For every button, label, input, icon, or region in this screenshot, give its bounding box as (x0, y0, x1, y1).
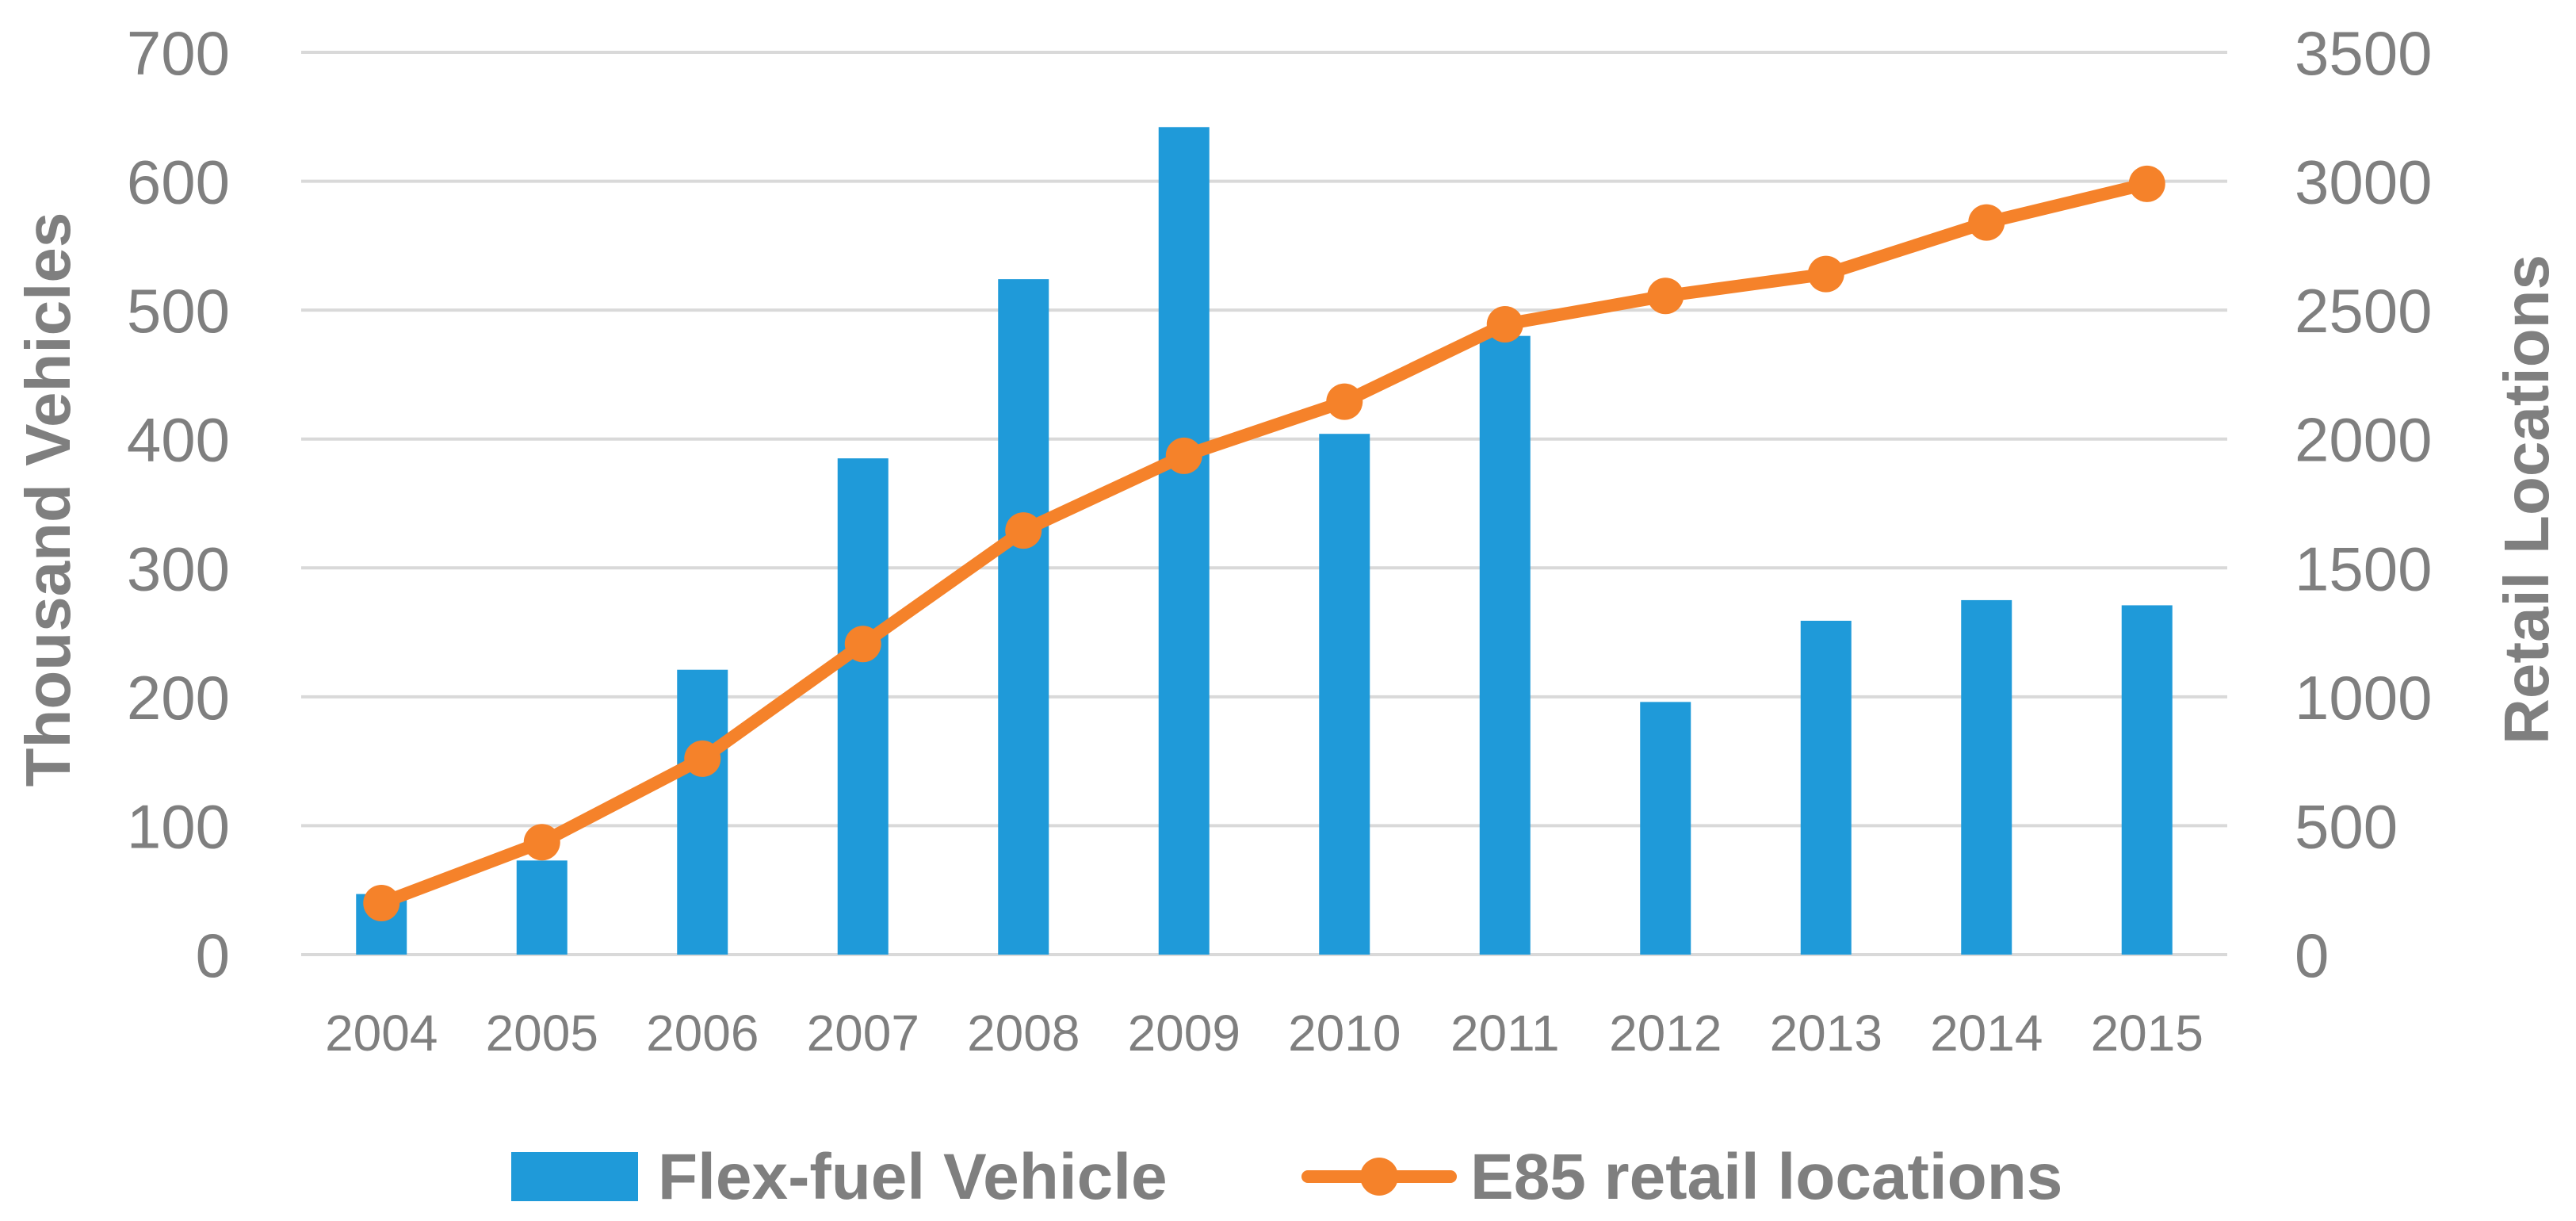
left-y-tick-label: 400 (127, 405, 230, 475)
right-y-tick-label: 3500 (2295, 18, 2433, 88)
right-y-tick-label: 2000 (2295, 405, 2433, 475)
right-axis-title: Retail Locations (2491, 255, 2562, 744)
legend-bar-label: Flex-fuel Vehicle (658, 1141, 1168, 1213)
x-tick-label: 2015 (2091, 1005, 2203, 1062)
left-y-tick-label: 600 (127, 147, 230, 217)
line-point (2128, 165, 2165, 202)
right-y-tick-label: 2500 (2295, 276, 2433, 346)
line-point (1968, 204, 2005, 241)
right-y-tick-label: 3000 (2295, 147, 2433, 217)
legend-line-label: E85 retail locations (1470, 1141, 2062, 1213)
x-tick-label: 2008 (967, 1005, 1080, 1062)
x-tick-label: 2005 (486, 1005, 598, 1062)
line-point (1647, 278, 1684, 315)
x-tick-label: 2009 (1128, 1005, 1240, 1062)
x-tick-label: 2011 (1450, 1005, 1560, 1062)
x-tick-label: 2004 (325, 1005, 438, 1062)
x-tick-label: 2007 (807, 1005, 919, 1062)
x-tick-label: 2013 (1770, 1005, 1882, 1062)
line-point (1005, 512, 1042, 549)
x-axis-ticks: 2004 2005 2006 2007 2008 2009 2010 2011 2012 2013… (325, 1005, 2203, 1062)
line-point (1486, 306, 1523, 343)
right-y-tick-label: 1500 (2295, 534, 2433, 603)
bar (1158, 127, 1210, 955)
right-y-tick-label: 500 (2295, 791, 2398, 861)
bar (677, 669, 728, 955)
line-point (844, 626, 881, 663)
bar (516, 860, 568, 955)
x-tick-label: 2006 (646, 1005, 759, 1062)
bar (1319, 434, 1370, 955)
right-y-tick-label: 0 (2295, 921, 2329, 990)
bar (1640, 702, 1691, 955)
left-y-tick-label: 0 (196, 921, 230, 990)
left-y-tick-label: 300 (127, 534, 230, 603)
right-axis-ticks: 0 500 1000 1500 2000 2500 3000 3500 (2295, 18, 2433, 990)
gridlines (301, 51, 2227, 956)
bar (1479, 335, 1531, 955)
line-series (363, 165, 2165, 921)
left-y-tick-label: 700 (127, 18, 230, 88)
bar (837, 458, 889, 955)
x-tick-label: 2012 (1609, 1005, 1722, 1062)
left-axis-ticks: 0 100 200 300 400 500 600 700 (127, 18, 230, 990)
series-line (375, 177, 2154, 909)
legend-line-marker (1360, 1158, 1398, 1196)
legend: Flex-fuel Vehicle E85 retail locations (511, 1141, 2062, 1213)
line-point (363, 884, 400, 921)
bar (998, 279, 1049, 955)
line-point (523, 824, 560, 861)
left-y-tick-label: 500 (127, 276, 230, 346)
bar (2121, 605, 2173, 955)
bar (1800, 620, 1852, 955)
line-point (1807, 255, 1844, 293)
line-point (1165, 437, 1202, 474)
left-y-tick-label: 200 (127, 663, 230, 733)
left-y-tick-label: 100 (127, 791, 230, 861)
left-axis-title: Thousand Vehicles (13, 212, 83, 787)
right-y-tick-label: 1000 (2295, 663, 2433, 733)
line-point (1326, 383, 1363, 420)
line-point (684, 740, 721, 777)
x-tick-label: 2014 (1930, 1005, 2043, 1062)
bar (1961, 599, 2012, 955)
x-tick-label: 2010 (1288, 1005, 1401, 1062)
legend-bar-swatch (511, 1152, 638, 1201)
bar-series (356, 127, 2173, 955)
